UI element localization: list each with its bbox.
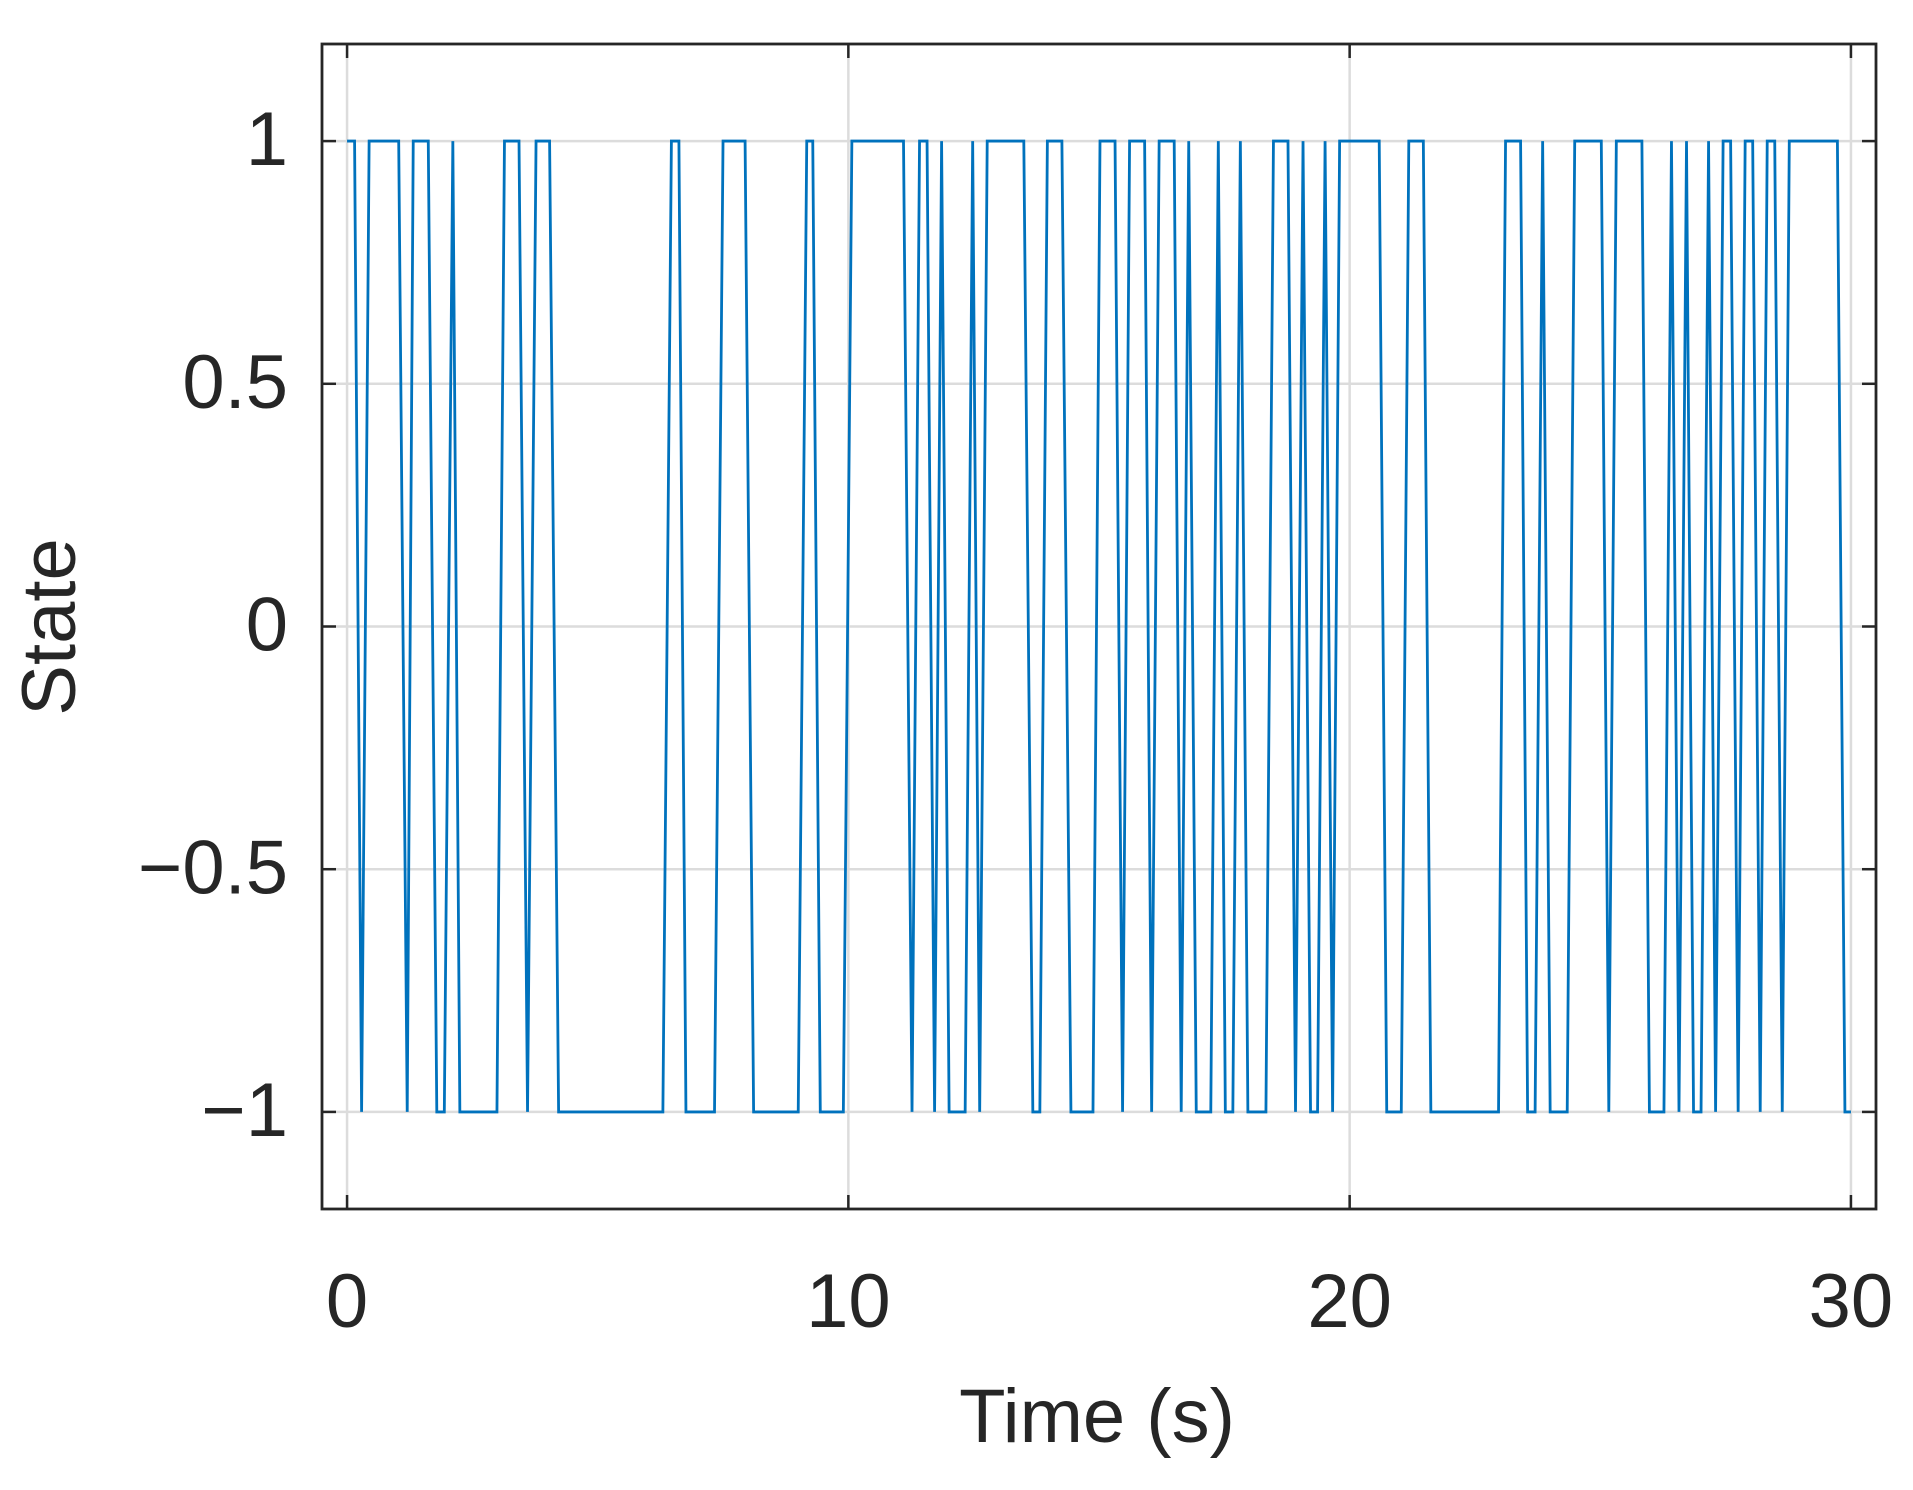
axes-box [320, 42, 1878, 1211]
x-axis-label: Time (s) [959, 1374, 1235, 1459]
x-tick-label: 20 [1307, 1259, 1392, 1344]
y-axis-label: State [7, 538, 92, 715]
y-tick-label: −0.5 [138, 825, 288, 910]
data-line [347, 139, 1851, 1114]
y-tick-label: 1 [246, 97, 288, 182]
x-tick-label: 0 [326, 1259, 368, 1344]
y-tick-label: 0 [246, 583, 288, 668]
x-tick-label: 30 [1809, 1259, 1894, 1344]
x-tick-label: 10 [806, 1259, 891, 1344]
y-tick-label: 0.5 [182, 340, 288, 425]
y-tick-label: −1 [201, 1068, 288, 1153]
